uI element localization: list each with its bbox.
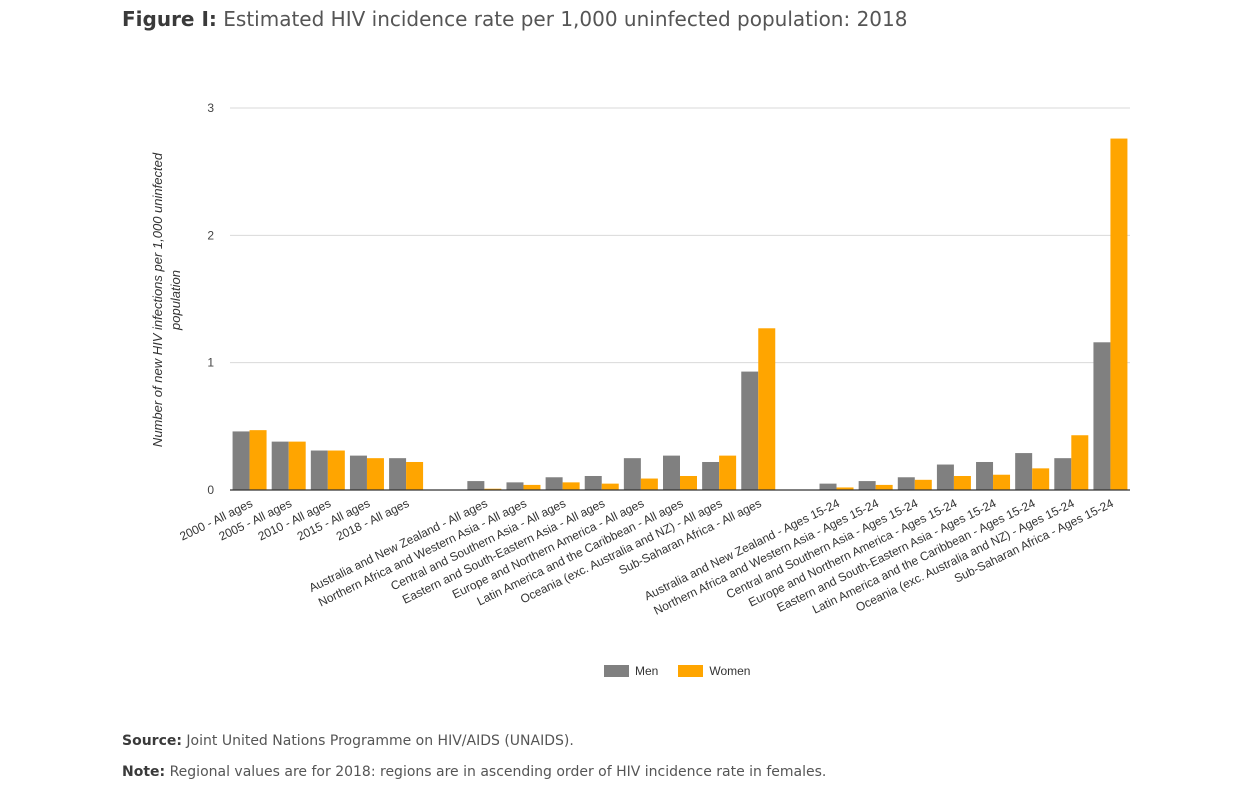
bar-women [680,475,697,490]
bar-men [976,461,994,490]
bar-women [953,475,971,490]
y-tick-label: 0 [207,483,214,497]
bar-women [327,450,345,490]
bar-women [836,487,854,490]
y-axis-title: Number of new HIV infections per 1,000 u… [150,152,183,447]
bar-women [758,328,776,490]
bar-men [623,458,641,490]
bar-men [232,431,250,490]
legend-label-men: Men [635,664,659,678]
bar-men [897,477,915,490]
figure-title-text: Estimated HIV incidence rate per 1,000 u… [223,7,908,31]
bar-men [936,464,954,490]
bar-men [1054,458,1072,490]
note-text: Regional values are for 2018: regions ar… [169,764,827,780]
bar-men [702,461,720,490]
bar-women [406,461,424,490]
bar-women [993,474,1011,490]
bar-women [523,484,541,490]
legend-swatch-women [678,665,704,677]
y-tick-label: 2 [207,228,214,242]
bar-men [545,477,563,490]
source-text: Joint United Nations Programme on HIV/AI… [186,733,574,749]
bar-men [349,455,367,490]
bar-men [310,450,328,490]
bar-women [640,478,658,490]
bar-women [1071,435,1089,490]
bar-women [249,430,267,490]
bar-women [562,482,580,490]
bar-women [1110,138,1128,490]
bar-men [663,455,680,490]
source-label: Source: [122,733,182,749]
bar-men [1015,453,1033,490]
bar-men [506,482,524,490]
legend-item-men[interactable]: Men [604,664,658,678]
bar-men [819,483,837,490]
bar-men [271,441,289,490]
bar-men [741,371,759,490]
bar-women [719,455,737,490]
legend-label-women: Women [709,664,751,678]
note-label: Note: [122,764,166,780]
bar-men [1093,342,1111,490]
bar-men [858,481,876,490]
y-tick-label: 3 [207,101,214,115]
figure-title: Figure I: Estimated HIV incidence rate p… [122,7,907,31]
legend-item-women[interactable]: Women [678,664,750,678]
bar-women [366,458,384,490]
source-line: Source: Joint United Nations Programme o… [122,733,574,749]
bar-women [914,479,932,490]
note-line: Note: Regional values are for 2018: regi… [122,764,826,780]
bar-men [467,481,485,490]
bar-women [875,484,893,490]
figure-label: Figure I: [122,7,217,31]
bar-men [584,475,602,490]
chart-legend: Men Women [604,664,770,678]
bar-women [484,488,502,490]
y-tick-label: 1 [207,356,214,370]
bar-men [389,458,407,490]
legend-swatch-men [604,665,629,677]
bar-women [601,483,619,490]
bar-women [1032,468,1050,490]
bar-women [288,441,306,490]
